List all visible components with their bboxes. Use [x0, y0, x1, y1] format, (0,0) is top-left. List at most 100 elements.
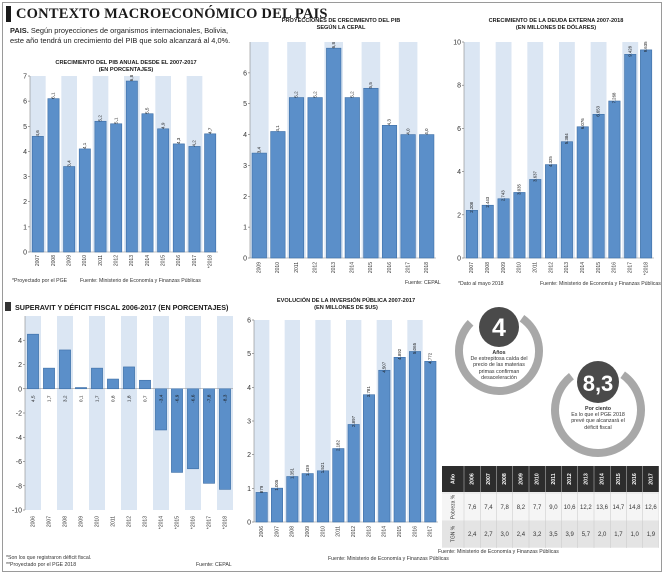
- table-row-label: TGN %: [450, 525, 456, 542]
- value-label: 1.521: [320, 462, 325, 474]
- category-label: 2009: [257, 262, 263, 273]
- category-label: 2018: [424, 262, 430, 273]
- y-tick-label: 0: [243, 256, 247, 263]
- chart-subtitle: (EN PORCENTAJES): [99, 67, 154, 73]
- category-label: 2016: [387, 262, 393, 273]
- value-label: 5,2: [98, 115, 103, 122]
- table-cell: 3,0: [500, 532, 509, 538]
- y-tick-label: 0: [23, 250, 27, 257]
- category-label: 2015: [596, 262, 602, 273]
- value-label: 1,7: [94, 395, 100, 402]
- category-label: *2016: [190, 516, 196, 529]
- table-year: 2007: [486, 473, 492, 485]
- bar: [78, 148, 91, 253]
- y-tick-label: 2: [457, 212, 461, 219]
- bar: [400, 134, 416, 259]
- table-cell: 7,8: [500, 505, 509, 511]
- category-label: 2016: [176, 255, 182, 266]
- footnote-pib: *Proyectado por el PGE: [12, 278, 68, 284]
- bar: [91, 367, 103, 390]
- category-label: 2013: [366, 526, 372, 537]
- bar: [424, 361, 437, 523]
- stat-circle-years-value: 4: [492, 314, 506, 342]
- category-label: 2012: [126, 516, 132, 527]
- value-label: 4,3: [387, 119, 392, 126]
- stat-circle-deficit-text: Por ciento Es lo que el PGE 2018 prevé q…: [564, 406, 632, 431]
- value-label: 5.065: [412, 342, 417, 354]
- category-label: 2011: [110, 516, 116, 527]
- stat-years-head: Años: [492, 350, 506, 356]
- table-cell: 1,7: [614, 532, 623, 538]
- value-label: 9.428: [627, 45, 632, 56]
- category-label: 2017: [192, 255, 198, 266]
- chart-cepal-projection: PROYECCIONES DE CRECIMIENTO DEL PIBSEGÚN…: [243, 18, 436, 273]
- band: [254, 320, 270, 522]
- table-cell: 9,0: [549, 505, 558, 511]
- value-label: 879: [259, 485, 264, 493]
- value-label: 1,8: [126, 395, 132, 402]
- bar: [363, 394, 375, 523]
- bar: [363, 87, 379, 259]
- source-table: Fuente: Ministerio de Economía y Finanza…: [438, 549, 559, 555]
- value-label: 6,1: [51, 92, 56, 99]
- page-title: CONTEXTO MACROECONÓMICO DEL PAIS: [6, 6, 656, 22]
- chart-title: SUPERAVIT Y DÉFICIT FISCAL 2006-2017 (EN…: [15, 303, 229, 312]
- y-tick-label: -2: [16, 411, 22, 418]
- category-label: 2007: [35, 255, 41, 266]
- category-label: 2008: [51, 255, 57, 266]
- value-label: 4,5: [30, 395, 36, 402]
- source-inversion: Fuente: Ministerio de Economía y Finanza…: [328, 556, 449, 562]
- y-tick-label: -8: [16, 483, 22, 490]
- bar: [317, 470, 329, 523]
- y-tick-label: -6: [16, 459, 22, 466]
- bar: [326, 47, 342, 259]
- table-year: 2009: [518, 473, 524, 485]
- table-cell: 14,8: [629, 505, 641, 511]
- bar: [187, 388, 199, 470]
- y-tick-label: 0: [247, 520, 251, 527]
- table-year: 2013: [583, 473, 589, 485]
- value-label: 5,5: [145, 107, 150, 114]
- category-label: 2008: [485, 262, 491, 273]
- value-label: 5,5: [368, 82, 373, 89]
- category-label: 2017: [628, 262, 634, 273]
- table-row: [442, 494, 659, 520]
- y-tick-label: 7: [23, 74, 27, 81]
- y-tick-label: 2: [247, 452, 251, 459]
- value-label: 4,6: [35, 130, 40, 137]
- bar: [332, 448, 345, 523]
- bar: [624, 54, 637, 259]
- table-cell: 12,6: [645, 505, 657, 511]
- y-tick-label: 1: [247, 486, 251, 493]
- category-label: 2015: [397, 526, 403, 537]
- category-label: 2012: [351, 526, 357, 537]
- category-label: 2016: [612, 262, 618, 273]
- value-label: 4,1: [82, 142, 87, 149]
- category-label: 2011: [98, 255, 104, 266]
- y-tick-label: 8: [457, 83, 461, 90]
- bar: [43, 367, 55, 390]
- table-row-label: Pobreza %: [450, 494, 456, 519]
- value-label: 0,8: [110, 395, 116, 402]
- bar: [139, 379, 151, 390]
- y-tick-label: 5: [247, 351, 251, 358]
- value-label: 5.384: [564, 133, 569, 144]
- y-tick-label: 6: [23, 99, 27, 106]
- table-cell: 10,6: [564, 505, 576, 511]
- stat-years-desc: De estrepitosa caída del precio de las m…: [470, 356, 528, 381]
- y-tick-label: 10: [453, 40, 461, 47]
- band: [464, 42, 480, 258]
- chart-subtitle: (EN MILLONES DE DÓLARES): [516, 23, 596, 31]
- bar: [481, 204, 494, 259]
- category-label: 2014: [145, 255, 151, 266]
- value-label: 3.035: [517, 183, 522, 194]
- bar: [59, 349, 71, 390]
- value-label: 5,2: [350, 91, 355, 98]
- table-year: 2014: [600, 473, 606, 485]
- value-label: 4,0: [405, 128, 410, 135]
- value-label: 5,2: [294, 91, 299, 98]
- value-label: 4,9: [160, 122, 165, 129]
- table-cell: 5,7: [582, 532, 591, 538]
- table-cell: 3,2: [533, 532, 542, 538]
